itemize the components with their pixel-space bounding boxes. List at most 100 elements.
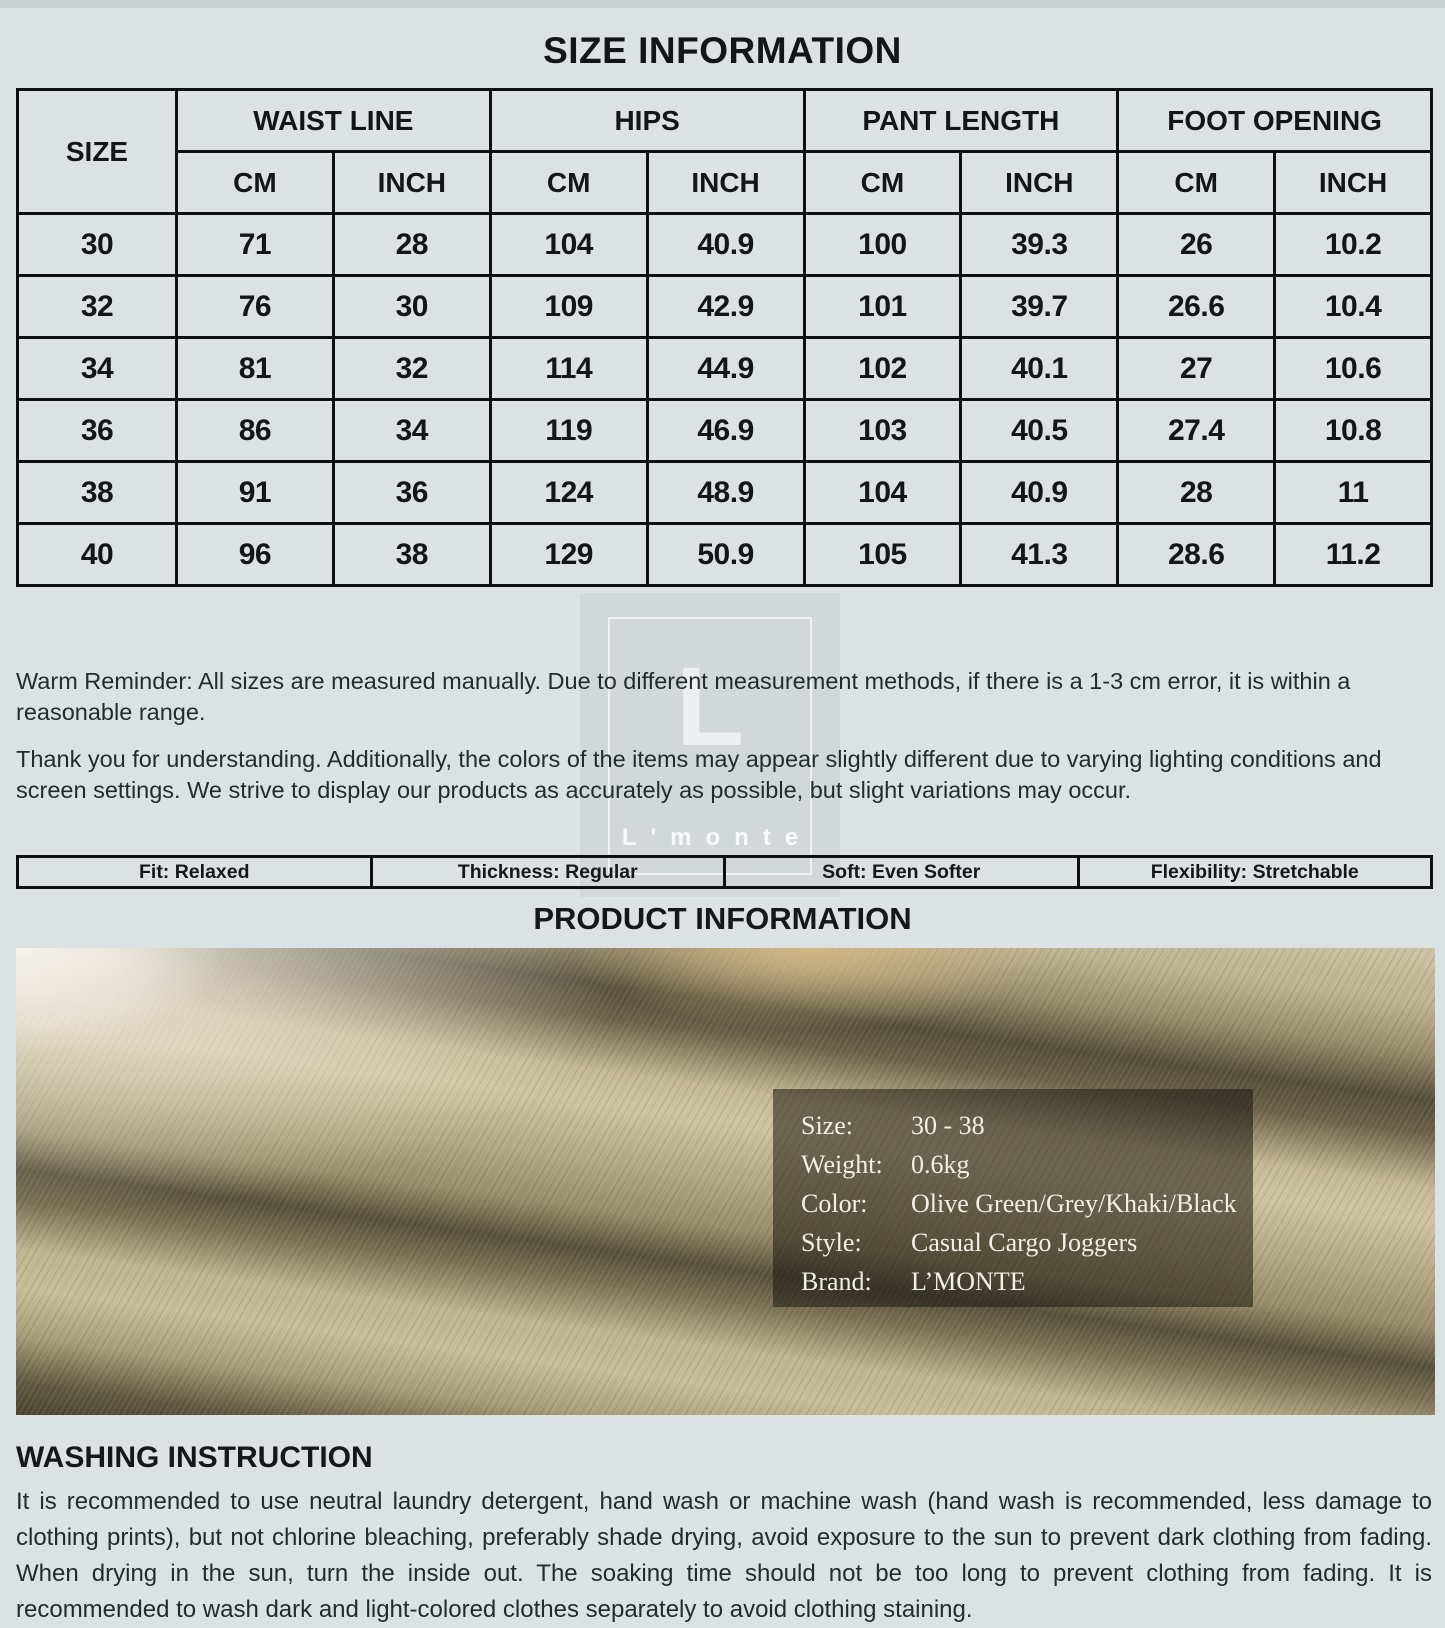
warm-reminder-paragraph: Warm Reminder: All sizes are measured ma… xyxy=(16,668,1351,725)
table-cell: 26.6 xyxy=(1116,274,1277,339)
watermark-brand-text: L'monte xyxy=(621,824,813,851)
table-cell: 11 xyxy=(1273,460,1433,525)
table-cell: 41.3 xyxy=(959,522,1120,587)
table-cell: 39.3 xyxy=(959,212,1120,277)
table-cell: 86 xyxy=(175,398,335,463)
table-cell: 38 xyxy=(16,460,178,525)
table-row: 32 76 30 109 42.9 101 39.7 26.6 10.4 xyxy=(16,274,1433,339)
table-cell: 100 xyxy=(802,212,963,277)
watermark-frame xyxy=(608,617,812,875)
table-header-row-groups: SIZE WAIST LINE HIPS PANT LENGTH FOOT OP… xyxy=(16,88,1433,215)
table-cell: 34 xyxy=(331,398,492,463)
attribute-softness: Soft: Even Softer xyxy=(726,858,1080,886)
table-cell: 30 xyxy=(16,212,178,277)
table-cell: 38 xyxy=(331,522,492,587)
attribute-thickness: Thickness: Regular xyxy=(373,858,726,886)
table-cell: 36 xyxy=(331,460,492,525)
table-cell: 40 xyxy=(16,522,178,587)
attribute-fit: Fit: Relaxed xyxy=(19,858,373,886)
table-cell: 28.6 xyxy=(1116,522,1277,587)
size-table: SIZE WAIST LINE HIPS PANT LENGTH FOOT OP… xyxy=(16,88,1433,587)
table-cell: 10.2 xyxy=(1273,212,1433,277)
table-row: 34 81 32 114 44.9 102 40.1 27 10.6 xyxy=(16,336,1433,401)
table-cell: 105 xyxy=(802,522,963,587)
detail-label: Size: xyxy=(801,1110,853,1140)
top-edge-strip xyxy=(0,0,1445,8)
product-information-heading: PRODUCT INFORMATION xyxy=(533,901,912,936)
table-cell: 10.6 xyxy=(1273,336,1433,401)
table-cell: 27.4 xyxy=(1116,398,1277,463)
table-cell: 26 xyxy=(1116,212,1277,277)
table-cell: 96 xyxy=(175,522,335,587)
table-cell: 102 xyxy=(802,336,963,401)
unit-header-cm: CM xyxy=(175,150,335,215)
detail-value: Olive Green/Grey/Khaki/Black xyxy=(911,1188,1237,1218)
table-cell: 119 xyxy=(488,398,649,463)
size-table-body: 30 71 28 104 40.9 100 39.3 26 10.2 32 76… xyxy=(16,212,1433,587)
detail-row-style: Style: Casual Cargo Joggers xyxy=(801,1223,1245,1262)
table-cell: 30 xyxy=(331,274,492,339)
column-header-size: SIZE xyxy=(16,88,178,215)
table-cell: 39.7 xyxy=(959,274,1120,339)
unit-header-inch: INCH xyxy=(959,150,1120,215)
column-group-pant-length: PANT LENGTH xyxy=(802,88,1120,153)
table-cell: 91 xyxy=(175,460,335,525)
detail-label: Weight: xyxy=(801,1149,883,1179)
brand-watermark: L L'monte xyxy=(580,593,840,897)
detail-value: 30 - 38 xyxy=(911,1110,985,1140)
page-title: SIZE INFORMATION xyxy=(543,30,902,71)
washing-instruction-paragraph: It is recommended to use neutral laundry… xyxy=(16,1488,1432,1623)
detail-label: Brand: xyxy=(801,1266,872,1296)
table-cell: 42.9 xyxy=(645,274,806,339)
table-cell: 124 xyxy=(488,460,649,525)
table-cell: 10.8 xyxy=(1273,398,1433,463)
table-cell: 32 xyxy=(331,336,492,401)
detail-value: 0.6kg xyxy=(911,1149,970,1179)
understanding-paragraph: Thank you for understanding. Additionall… xyxy=(16,746,1382,803)
column-group-waist-line: WAIST LINE xyxy=(175,88,492,153)
unit-header-inch: INCH xyxy=(1273,150,1433,215)
detail-row-brand: Brand: L’MONTE xyxy=(801,1262,1245,1301)
table-cell: 10.4 xyxy=(1273,274,1433,339)
table-row: 30 71 28 104 40.9 100 39.3 26 10.2 xyxy=(16,212,1433,277)
table-cell: 40.1 xyxy=(959,336,1120,401)
table-cell: 28 xyxy=(331,212,492,277)
table-cell: 104 xyxy=(488,212,649,277)
washing-instruction-heading: WASHING INSTRUCTION xyxy=(16,1441,373,1474)
size-table-header: SIZE WAIST LINE HIPS PANT LENGTH FOOT OP… xyxy=(16,88,1433,215)
column-group-hips: HIPS xyxy=(488,88,806,153)
table-cell: 46.9 xyxy=(645,398,806,463)
detail-row-color: Color: Olive Green/Grey/Khaki/Black xyxy=(801,1184,1245,1223)
table-cell: 11.2 xyxy=(1273,522,1433,587)
product-attributes-bar: Fit: Relaxed Thickness: Regular Soft: Ev… xyxy=(16,855,1433,889)
detail-row-weight: Weight: 0.6kg xyxy=(801,1145,1245,1184)
table-row: 36 86 34 119 46.9 103 40.5 27.4 10.8 xyxy=(16,398,1433,463)
table-cell: 32 xyxy=(16,274,178,339)
unit-header-cm: CM xyxy=(1116,150,1277,215)
table-cell: 36 xyxy=(16,398,178,463)
detail-label: Style: xyxy=(801,1227,862,1257)
table-cell: 104 xyxy=(802,460,963,525)
table-row: 38 91 36 124 48.9 104 40.9 28 11 xyxy=(16,460,1433,525)
table-cell: 76 xyxy=(175,274,335,339)
table-cell: 27 xyxy=(1116,336,1277,401)
unit-header-cm: CM xyxy=(802,150,963,215)
fabric-photo: Size: 30 - 38 Weight: 0.6kg Color: Olive… xyxy=(16,948,1435,1415)
table-cell: 81 xyxy=(175,336,335,401)
table-header-row-units: CM INCH CM INCH CM INCH CM INCH xyxy=(18,150,1433,215)
table-cell: 48.9 xyxy=(645,460,806,525)
detail-row-size: Size: 30 - 38 xyxy=(801,1106,1245,1145)
table-cell: 109 xyxy=(488,274,649,339)
table-cell: 114 xyxy=(488,336,649,401)
unit-header-cm: CM xyxy=(488,150,649,215)
table-cell: 28 xyxy=(1116,460,1277,525)
unit-header-inch: INCH xyxy=(645,150,806,215)
table-cell: 50.9 xyxy=(645,522,806,587)
table-cell: 129 xyxy=(488,522,649,587)
product-details-overlay: Size: 30 - 38 Weight: 0.6kg Color: Olive… xyxy=(773,1089,1253,1307)
column-group-foot-opening: FOOT OPENING xyxy=(1116,88,1433,153)
watermark-letter: L xyxy=(675,644,745,769)
unit-header-inch: INCH xyxy=(331,150,492,215)
table-cell: 40.9 xyxy=(959,460,1120,525)
